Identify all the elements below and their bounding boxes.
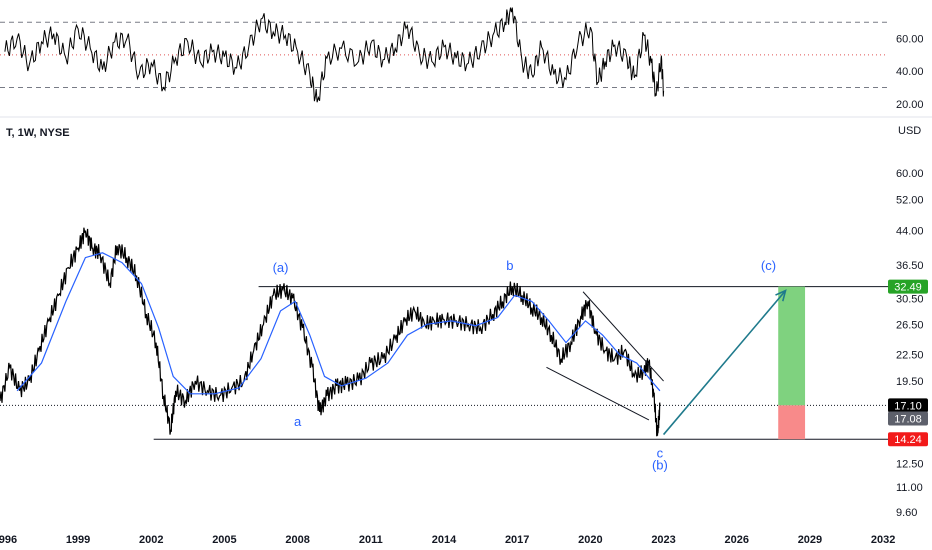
price-tick-label: 30.50 [896,293,924,305]
price-tick-label: 60.00 [896,168,924,180]
price-badge-last: 17.10 [888,398,928,413]
time-tick-label: 2026 [725,534,749,546]
svg-text:14.24: 14.24 [894,434,922,446]
svg-text:17.10: 17.10 [894,400,922,412]
wave-labels: (a) a b c(b) (c) [273,258,776,472]
stop-zone[interactable] [778,405,806,440]
oscillator-panel[interactable]: 60.00 40.00 20.00 [0,7,924,111]
time-tick-label: 2002 [139,534,163,546]
wave-label: b [506,258,513,273]
price-tick-label: 9.60 [896,507,917,519]
time-tick-label: 1999 [66,534,90,546]
price-badge-prev: 17.08 [888,411,928,426]
price-tick-label: 19.50 [896,376,924,388]
wave-label: (b) [652,457,668,472]
oscillator-tick-label: 60.00 [896,34,924,46]
projection-arrow [662,289,787,436]
price-tick-label: 44.00 [896,226,924,238]
wedge-line [546,366,650,421]
price-tick-label: 22.50 [896,350,924,362]
wave-label: a [294,414,302,429]
price-badge-stop: 14.24 [888,432,928,447]
target-zone[interactable] [778,286,806,406]
wave-label: (c) [761,258,776,273]
svg-text:32.49: 32.49 [894,282,922,294]
currency-label: USD [898,125,921,137]
risk-reward-box[interactable] [778,286,806,440]
wave-label: (a) [273,260,289,275]
time-tick-label: 2005 [212,534,236,546]
time-tick-label: 2011 [359,534,383,546]
oscillator-tick-label: 40.00 [896,66,924,78]
symbol-label: T, 1W, NYSE [6,127,70,139]
time-tick-label: 2029 [798,534,822,546]
wedge-line [582,291,664,382]
price-tick-label: 26.50 [896,319,924,331]
svg-text:17.08: 17.08 [894,414,922,426]
time-tick-label: 2020 [578,534,602,546]
projection-arrowhead [775,289,787,302]
oscillator-axis: 60.00 40.00 20.00 [896,34,924,111]
price-tick-label: 12.50 [896,458,924,470]
wave-label: c [657,445,664,460]
time-tick-label: 2017 [505,534,529,546]
price-badges: 32.49 17.10 17.08 14.24 [888,279,928,447]
oscillator-bands [0,21,888,89]
horizontal-lines [0,286,888,440]
projection-line [662,290,787,436]
price-tick-label: 52.00 [896,195,924,207]
time-tick-label: 2008 [285,534,309,546]
price-badge-target: 32.49 [888,279,928,294]
oscillator-tick-label: 20.00 [896,99,924,111]
time-tick-label: 2014 [432,534,457,546]
oscillator-line [4,7,665,103]
price-axis: 60.00 52.00 44.00 36.50 30.50 26.50 22.50 19.50… [896,168,924,519]
price-series [0,227,661,437]
moving-average-series [16,252,661,395]
time-tick-label: 2032 [871,534,895,546]
time-tick-label: 2023 [651,534,675,546]
time-axis: 1996 1999 2002 2005 2008 2011 2014 2017 2020 2023… [0,534,895,546]
price-tick-label: 11.00 [896,482,923,494]
price-panel[interactable]: T, 1W, NYSE USD 60.00 52.00 44.00 36.50 30.5… [0,125,928,546]
time-tick-label: 1996 [0,534,17,546]
wedge-trendlines [546,291,664,421]
price-tick-label: 36.50 [896,260,924,272]
